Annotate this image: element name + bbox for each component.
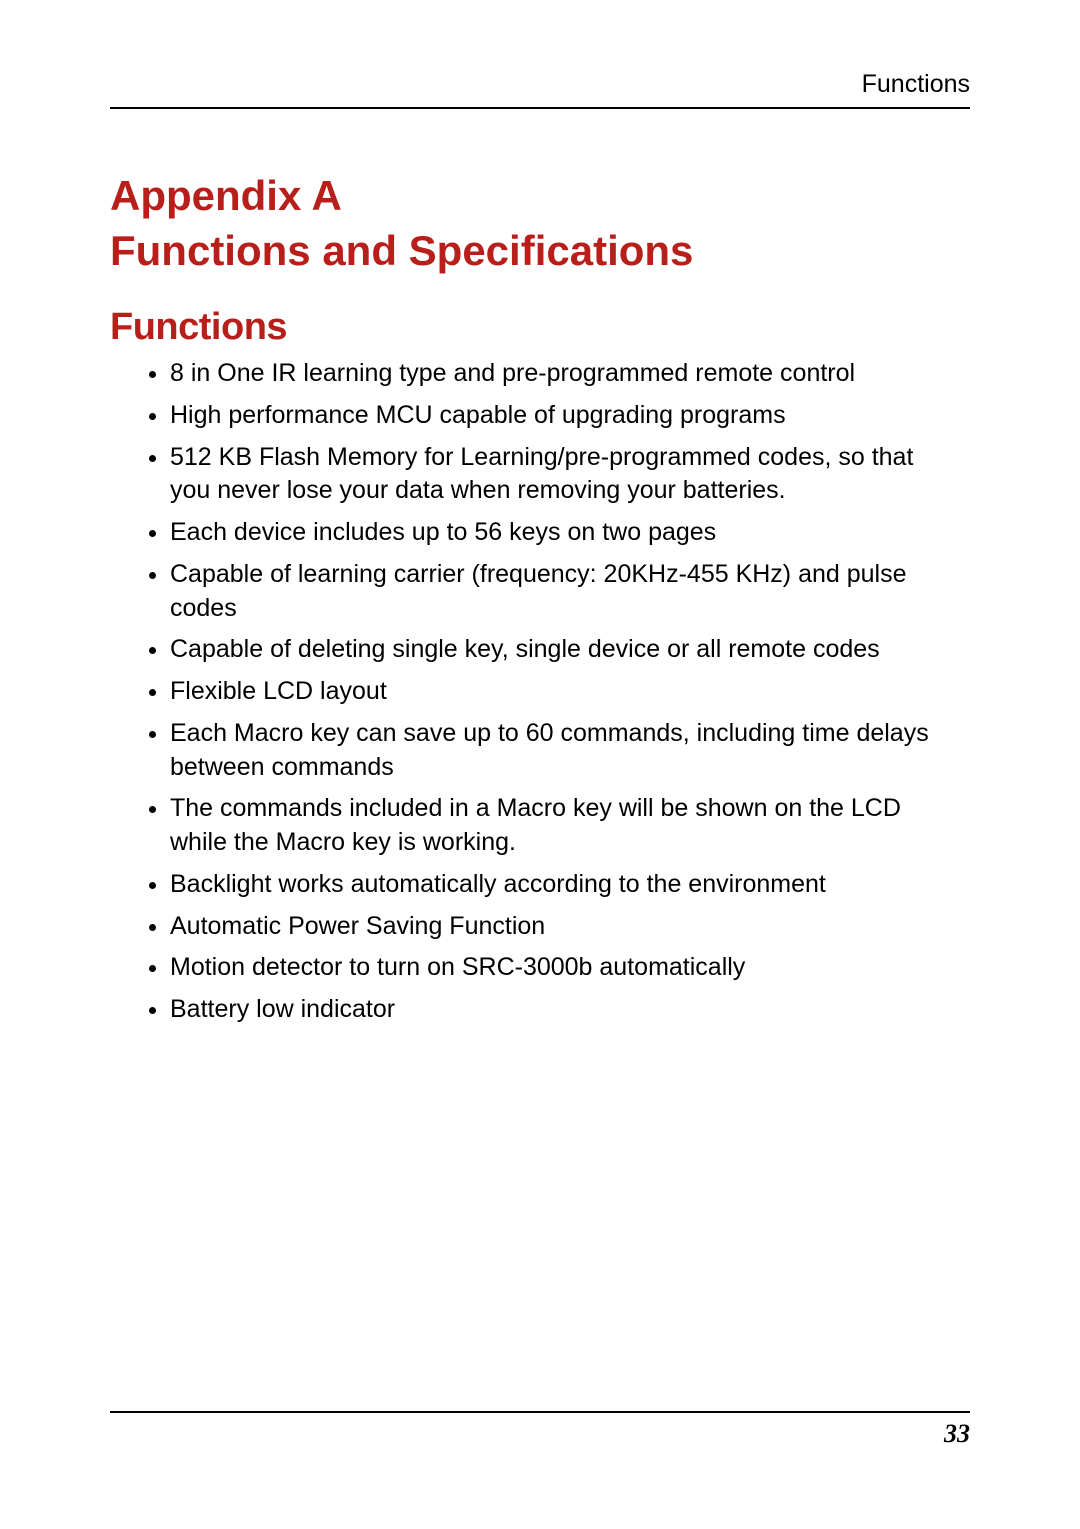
page-footer: 33 bbox=[110, 1411, 970, 1449]
list-item: 8 in One IR learning type and pre-progra… bbox=[170, 357, 970, 391]
section-heading-functions: Functions bbox=[110, 306, 970, 349]
list-item: High performance MCU capable of upgradin… bbox=[170, 399, 970, 433]
list-item: Battery low indicator bbox=[170, 993, 970, 1027]
list-item: Each device includes up to 56 keys on tw… bbox=[170, 516, 970, 550]
functions-list: 8 in One IR learning type and pre-progra… bbox=[110, 357, 970, 1027]
appendix-title-line1: Appendix A bbox=[110, 169, 970, 224]
running-header: Functions bbox=[110, 70, 970, 109]
list-item: Automatic Power Saving Function bbox=[170, 910, 970, 944]
list-item: Capable of learning carrier (frequency: … bbox=[170, 558, 970, 626]
list-item: Motion detector to turn on SRC-3000b aut… bbox=[170, 951, 970, 985]
list-item: Backlight works automatically according … bbox=[170, 868, 970, 902]
page-number: 33 bbox=[944, 1419, 970, 1448]
list-item: Each Macro key can save up to 60 command… bbox=[170, 717, 970, 785]
list-item: 512 KB Flash Memory for Learning/pre-pro… bbox=[170, 441, 970, 509]
list-item: The commands included in a Macro key wil… bbox=[170, 792, 970, 860]
list-item: Capable of deleting single key, single d… bbox=[170, 633, 970, 667]
page-container: Functions Appendix A Functions and Speci… bbox=[0, 0, 1080, 1529]
appendix-title-line2: Functions and Specifications bbox=[110, 224, 970, 279]
list-item: Flexible LCD layout bbox=[170, 675, 970, 709]
